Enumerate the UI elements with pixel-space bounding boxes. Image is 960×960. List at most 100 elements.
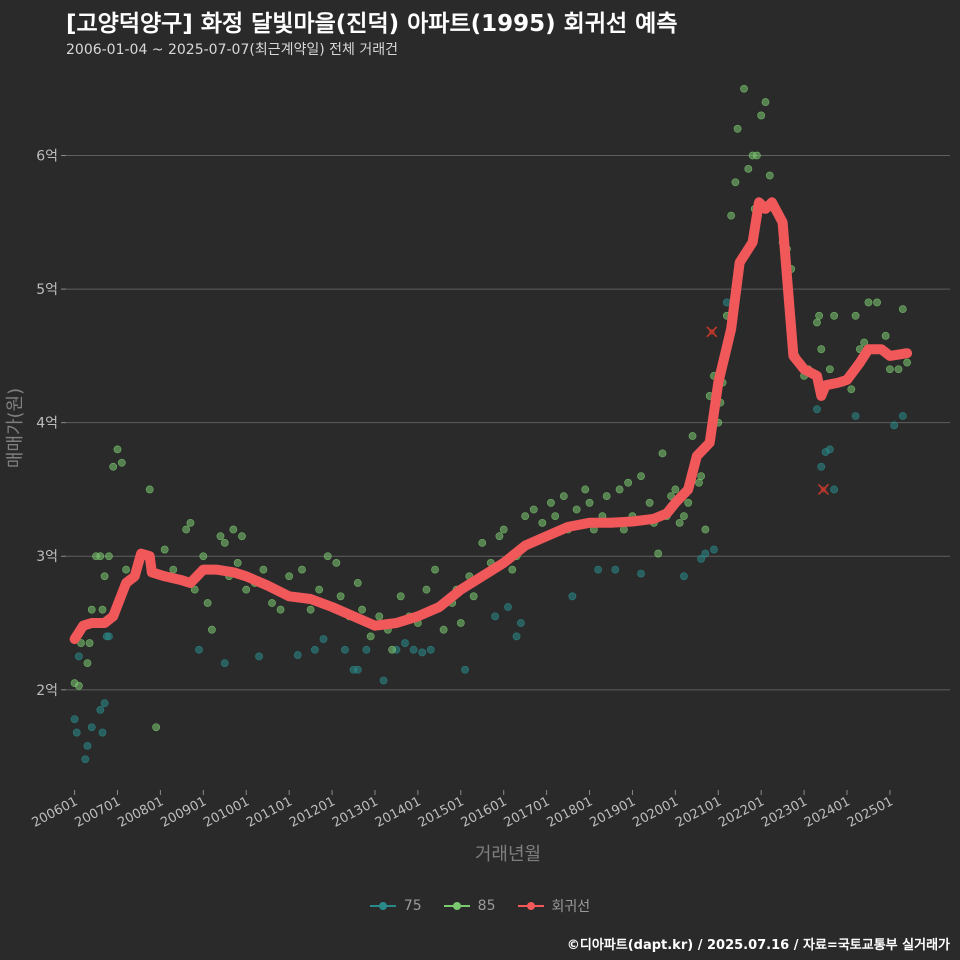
- point-85-60: [431, 565, 439, 574]
- point-85-11: [105, 552, 113, 561]
- point-75-42: [817, 462, 826, 471]
- point-85-43: [306, 605, 315, 614]
- source-footer: ©디아파트(dapt.kr) / 2025.07.16 / 자료=국토교통부 실…: [566, 938, 950, 953]
- point-85-46: [332, 559, 341, 567]
- point-85-97: [658, 449, 667, 458]
- point-85-67: [478, 538, 487, 547]
- x-tick-label-6: 201201: [287, 794, 338, 831]
- point-85-146: [886, 365, 894, 374]
- point-85-145: [881, 331, 890, 340]
- point-75-28: [491, 612, 500, 621]
- point-85-76: [538, 518, 547, 527]
- point-85-69: [495, 532, 504, 541]
- point-85-27: [208, 625, 216, 634]
- point-85-96: [654, 549, 663, 558]
- x-tick-label-2: 200801: [115, 794, 166, 831]
- point-85-40: [285, 572, 294, 581]
- x-tick-label-7: 201301: [330, 794, 381, 831]
- point-85-5: [87, 605, 96, 614]
- point-75-7: [100, 699, 109, 708]
- legend-label-85: 85: [477, 898, 496, 914]
- point-85-20: [160, 545, 169, 554]
- chart-subtitle: 2006-01-04 ~ 2025-07-07(최근계약일) 전체 거래건: [66, 42, 398, 58]
- x-tick-label-17: 202301: [759, 794, 810, 831]
- point-75-13: [255, 652, 264, 661]
- point-85-64: [456, 619, 465, 627]
- scatter-points: [70, 84, 911, 764]
- point-85-55: [396, 592, 405, 601]
- legend-label-regression: 회귀선: [551, 899, 591, 915]
- point-85-33: [233, 559, 242, 567]
- point-85-44: [315, 585, 324, 594]
- point-85-133: [813, 318, 821, 327]
- point-85-118: [740, 84, 748, 93]
- point-85-35: [242, 585, 251, 594]
- point-85-34: [238, 532, 246, 541]
- point-75-47: [890, 421, 899, 430]
- point-75-32: [568, 592, 577, 601]
- x-tick-label-16: 202201: [716, 794, 767, 831]
- point-85-14: [117, 458, 126, 467]
- point-85-139: [847, 385, 856, 394]
- point-85-91: [624, 478, 633, 487]
- outlier-marker-1: [817, 483, 829, 496]
- point-85-119: [744, 164, 753, 173]
- point-85-51: [366, 632, 375, 641]
- point-75-19: [353, 665, 362, 674]
- point-75-0: [70, 715, 79, 724]
- point-75-29: [504, 603, 512, 611]
- point-75-37: [697, 555, 706, 563]
- x-tick-label-3: 200901: [158, 794, 209, 831]
- legend-label-75: 75: [403, 898, 422, 914]
- x-axis-title: 거래년월: [475, 844, 541, 865]
- point-85-4: [85, 639, 94, 647]
- point-75-35: [637, 569, 645, 578]
- point-85-66: [469, 592, 478, 601]
- chart-title: [고양덕양구] 화정 달빛마을(진덕) 아파트(1995) 회귀선 예측: [66, 11, 678, 37]
- x-tick-label-15: 202101: [673, 794, 724, 831]
- point-75-21: [379, 676, 388, 685]
- point-85-116: [731, 178, 740, 187]
- point-75-44: [825, 445, 834, 454]
- point-75-16: [319, 635, 328, 643]
- point-75-17: [341, 645, 349, 654]
- point-75-10: [98, 728, 107, 737]
- point-85-80: [559, 492, 568, 501]
- y-tick-label-0: 2억: [36, 683, 58, 699]
- legend-key-regression: [517, 899, 544, 913]
- x-tick-label-14: 202001: [630, 794, 681, 831]
- y-axis-ticks: 2억 3억 4억 5억 6억: [36, 149, 66, 699]
- point-85-104: [688, 432, 697, 440]
- y-tick-label-4: 6억: [36, 149, 58, 165]
- point-85-18: [145, 485, 154, 494]
- x-axis-ticks: 2006012007012008012009012010012011012012…: [30, 790, 896, 831]
- outlier-markers: [706, 326, 829, 496]
- point-85-49: [353, 579, 362, 587]
- y-axis-title: 매매가(원): [5, 388, 26, 468]
- point-85-99: [667, 492, 675, 501]
- point-85-10: [100, 572, 109, 581]
- point-85-87: [602, 492, 611, 501]
- point-75-14: [293, 651, 302, 659]
- point-85-137: [830, 311, 839, 320]
- point-85-140: [851, 311, 860, 320]
- outlier-marker-0: [706, 326, 718, 338]
- x-tick-label-11: 201701: [502, 794, 553, 831]
- regression-line: [69, 197, 913, 645]
- point-85-93: [637, 472, 645, 480]
- point-85-29: [216, 532, 225, 541]
- point-85-122: [752, 151, 761, 160]
- point-85-1: [74, 681, 83, 690]
- point-85-100: [671, 485, 680, 494]
- point-85-106: [695, 478, 703, 487]
- point-85-70: [499, 525, 508, 534]
- point-75-45: [830, 485, 839, 494]
- point-75-9: [105, 632, 113, 641]
- point-85-107: [697, 472, 706, 480]
- point-75-3: [83, 742, 92, 750]
- point-75-5: [87, 723, 96, 732]
- point-85-84: [585, 498, 594, 507]
- point-75-23: [401, 639, 409, 647]
- point-85-13: [113, 445, 122, 454]
